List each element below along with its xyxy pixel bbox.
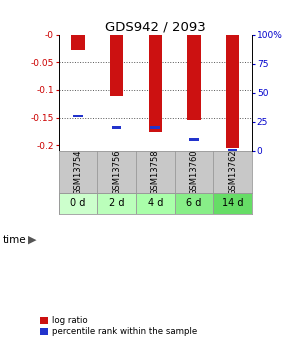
Text: GSM13756: GSM13756 bbox=[112, 149, 121, 195]
Bar bbox=[110, 34, 123, 96]
Bar bbox=[59, 193, 97, 214]
Text: GSM13760: GSM13760 bbox=[190, 149, 198, 195]
Bar bbox=[97, 193, 136, 214]
Bar bbox=[151, 126, 160, 129]
Text: 2 d: 2 d bbox=[109, 198, 124, 208]
Bar bbox=[136, 193, 175, 214]
Bar bbox=[175, 193, 213, 214]
Bar bbox=[71, 34, 85, 50]
Title: GDS942 / 2093: GDS942 / 2093 bbox=[105, 20, 206, 33]
Bar bbox=[149, 34, 162, 131]
Text: GSM13762: GSM13762 bbox=[228, 149, 237, 195]
Bar bbox=[112, 126, 121, 129]
Legend: log ratio, percentile rank within the sample: log ratio, percentile rank within the sa… bbox=[40, 315, 198, 337]
Text: ▶: ▶ bbox=[28, 235, 36, 245]
Bar bbox=[187, 34, 201, 120]
Bar bbox=[213, 193, 252, 214]
Bar bbox=[189, 138, 199, 141]
Text: 6 d: 6 d bbox=[186, 198, 202, 208]
Bar bbox=[73, 115, 83, 117]
Text: GSM13758: GSM13758 bbox=[151, 149, 160, 195]
Bar bbox=[228, 149, 238, 152]
Bar bbox=[226, 34, 239, 148]
Text: 0 d: 0 d bbox=[70, 198, 86, 208]
Text: time: time bbox=[3, 235, 27, 245]
Text: 14 d: 14 d bbox=[222, 198, 243, 208]
Text: 4 d: 4 d bbox=[148, 198, 163, 208]
Text: GSM13754: GSM13754 bbox=[74, 149, 82, 195]
